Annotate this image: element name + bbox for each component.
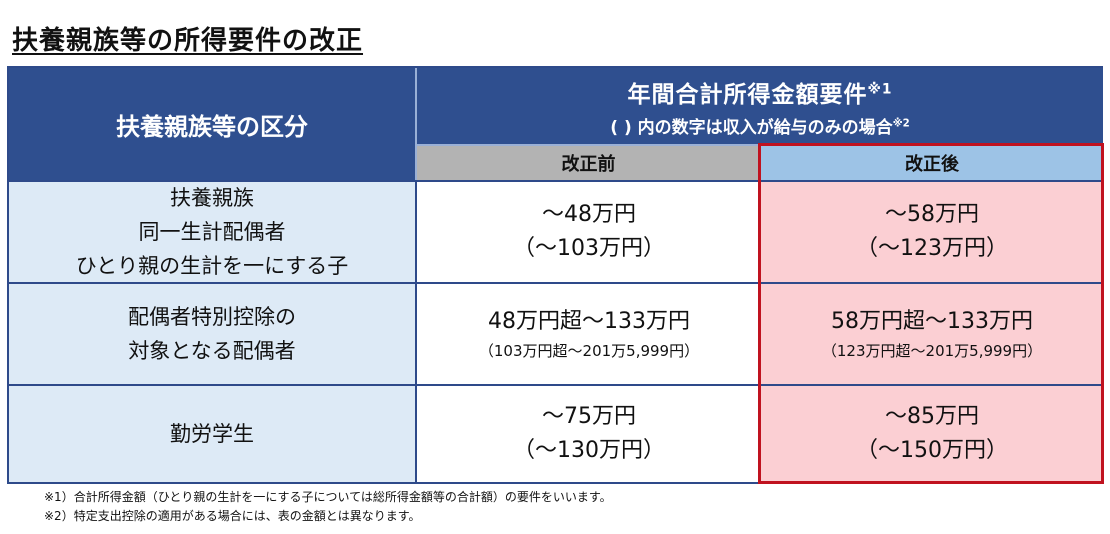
amount-main: 58万円超～133万円 (831, 309, 1033, 334)
amount-main: ～75万円 (542, 404, 636, 429)
requirement-header-line1: 年間合計所得金額要件※1 (627, 80, 893, 108)
amount-sub: （～123万円） (856, 236, 1008, 261)
amount-main: ～48万円 (542, 202, 636, 227)
amount-sub: （123万円超～201万5,999円） (821, 342, 1043, 360)
row-before-spouse-special: 48万円超～133万円 （103万円超～201万5,999円） (417, 282, 761, 384)
amount-sub: （～150万円） (856, 438, 1008, 463)
category-header: 扶養親族等の区分 (9, 68, 417, 180)
row-after-dependents: ～58万円 （～123万円） (761, 180, 1103, 282)
footnote-1: ※1）合計所得金額（ひとり親の生計を一にする子については総所得金額等の合計額）の… (44, 490, 612, 504)
row-before-working-student: ～75万円 （～130万円） (417, 384, 761, 482)
amount-sub: （～103万円） (513, 236, 665, 261)
after-revision-header: 改正後 (761, 146, 1103, 180)
category-line: ひとり親の生計を一にする子 (75, 254, 349, 278)
category-line: 扶養親族 (170, 186, 254, 210)
footnote-2: ※2）特定支出控除の適用がある場合には、表の金額とは異なります。 (44, 509, 421, 523)
requirements-table: 扶養親族等の区分 年間合計所得金額要件※1 ( ) 内の数字は収入が給与のみの場… (7, 66, 1103, 484)
row-category-dependents: 扶養親族 同一生計配偶者 ひとり親の生計を一にする子 (9, 180, 417, 282)
requirement-header: 年間合計所得金額要件※1 ( ) 内の数字は収入が給与のみの場合※2 (417, 68, 1103, 146)
footnote-mark-1: ※1 (867, 80, 893, 97)
category-line: 対象となる配偶者 (128, 339, 296, 363)
footnote-mark-2: ※2 (892, 117, 910, 129)
amount-main: ～85万円 (885, 404, 979, 429)
requirement-header-line2: ( ) 内の数字は収入が給与のみの場合※2 (610, 117, 910, 138)
row-after-spouse-special: 58万円超～133万円 （123万円超～201万5,999円） (761, 282, 1103, 384)
row-category-working-student: 勤労学生 (9, 384, 417, 482)
amount-sub: （～130万円） (513, 438, 665, 463)
footnotes: ※1）合計所得金額（ひとり親の生計を一にする子については総所得金額等の合計額）の… (44, 488, 612, 526)
category-line: 同一生計配偶者 (138, 220, 286, 244)
before-revision-header: 改正前 (417, 146, 761, 180)
amount-sub: （103万円超～201万5,999円） (478, 342, 700, 360)
amount-main: ～58万円 (885, 202, 979, 227)
category-line: 勤労学生 (170, 422, 254, 446)
amount-main: 48万円超～133万円 (488, 309, 690, 334)
row-category-spouse-special: 配偶者特別控除の 対象となる配偶者 (9, 282, 417, 384)
row-before-dependents: ～48万円 （～103万円） (417, 180, 761, 282)
page-title: 扶養親族等の所得要件の改正 (12, 26, 364, 56)
row-after-working-student: ～85万円 （～150万円） (761, 384, 1103, 482)
category-line: 配偶者特別控除の (128, 305, 296, 329)
